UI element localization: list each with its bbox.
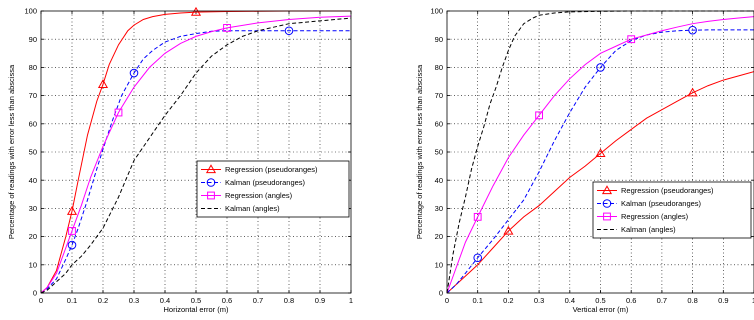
chart-panel-vertical: 00.10.20.30.40.50.60.70.80.9101020304050… [415, 7, 754, 314]
legend-marker-0 [205, 164, 217, 174]
series-marker-0 [190, 6, 202, 16]
legend-marker-1 [206, 178, 216, 187]
y-tick-label: 30 [29, 204, 37, 213]
series-marker-0 [97, 79, 109, 88]
legend-label-1: Kalman (pseudoranges) [225, 178, 306, 187]
axes-box [446, 10, 754, 294]
series-line-0 [446, 71, 754, 294]
series-marker-0 [503, 225, 514, 235]
series-line-2 [446, 16, 754, 294]
legend-label-3: Kalman (angles) [225, 204, 280, 213]
x-tick-label: 0 [445, 296, 449, 305]
y-axis-label: Percentage of readings with error less t… [7, 64, 16, 239]
series-marker-2 [535, 111, 544, 120]
series-marker-2 [68, 227, 76, 235]
x-tick-label: 0 [39, 296, 43, 305]
x-tick-label: 0.4 [160, 296, 170, 305]
y-tick-label: 50 [29, 148, 37, 157]
series-marker-1 [688, 25, 697, 35]
series-marker-0 [66, 206, 78, 215]
series-marker-2 [473, 212, 482, 221]
x-tick-label: 0.7 [657, 296, 667, 305]
y-tick-label: 60 [435, 119, 443, 128]
x-tick-label: 0.5 [595, 296, 605, 305]
y-tick-label: 30 [435, 204, 443, 213]
legend-label-0: Regression (pseudoranges) [621, 186, 714, 195]
series-marker-2 [627, 35, 636, 44]
x-tick-label: 1 [349, 296, 353, 305]
legend-label-2: Regression (angles) [621, 212, 689, 221]
y-tick-label: 80 [29, 63, 37, 72]
legend-marker-2 [603, 212, 611, 221]
x-tick-label: 0.3 [534, 296, 544, 305]
x-tick-label: 0.2 [503, 296, 513, 305]
series-line-1 [446, 29, 754, 294]
legend-marker-0 [601, 185, 613, 195]
y-tick-label: 20 [435, 232, 443, 241]
y-tick-label: 60 [29, 119, 37, 128]
y-tick-label: 40 [29, 176, 37, 185]
series-marker-1 [473, 253, 483, 263]
series-line-3 [446, 10, 754, 294]
legend: Regression (pseudoranges) Kalman (pseudor… [196, 160, 350, 218]
x-axis-label: Vertical error (m) [573, 305, 629, 314]
y-tick-label: 50 [435, 148, 443, 157]
chart-panel-horizontal: 0 0.1 0.2 0.3 0.4 0.5 0.6 0.7 0.8 0.9 101020304050… [7, 7, 353, 314]
series-marker-0 [595, 148, 606, 158]
legend-marker-1 [602, 199, 612, 208]
legend-label-0: Regression (pseudoranges) [225, 165, 318, 174]
x-tick-label: 0.2 [98, 296, 108, 305]
series-line-0 [40, 10, 351, 294]
x-tick-label: 0.6 [626, 296, 636, 305]
x-tick-label: 0.9 [718, 296, 728, 305]
legend-box [592, 181, 752, 239]
series-marker-1 [67, 240, 77, 250]
x-tick-label: 0.6 [222, 296, 232, 305]
legend: Regression (pseudoranges) Kalman (pseudor… [592, 181, 752, 239]
series-marker-2 [223, 24, 231, 32]
y-tick-label: 10 [435, 260, 443, 269]
y-tick-label: 100 [24, 7, 37, 16]
y-tick-label: 70 [29, 91, 37, 100]
series-marker-1 [596, 63, 605, 72]
series-marker-1 [129, 68, 139, 78]
y-tick-label: 100 [430, 7, 443, 16]
y-tick-label: 90 [435, 35, 443, 44]
x-tick-label: 0.9 [315, 296, 325, 305]
y-tick-label: 10 [29, 260, 37, 269]
y-tick-label: 20 [29, 232, 37, 241]
legend-label-1: Kalman (pseudoranges) [621, 199, 702, 208]
legend-label-2: Regression (angles) [225, 191, 293, 200]
y-tick-label: 0 [439, 289, 443, 298]
x-tick-label: 0.8 [284, 296, 294, 305]
series-line-2 [40, 15, 352, 294]
x-tick-label: 0.5 [191, 296, 201, 305]
x-tick-label: 0.7 [253, 296, 263, 305]
x-tick-label: 1 [752, 296, 754, 305]
y-tick-label: 0 [33, 289, 37, 298]
x-axis-label: Horizontal error (m) [163, 305, 229, 314]
axes-box [40, 10, 352, 294]
series-marker-2 [114, 108, 123, 117]
series-line-1 [40, 30, 351, 294]
legend-box [196, 160, 350, 218]
y-tick-label: 40 [435, 176, 443, 185]
y-tick-label: 80 [435, 63, 443, 72]
x-tick-label: 0.1 [67, 296, 77, 305]
x-tick-label: 0.1 [472, 296, 482, 305]
x-tick-label: 0.4 [565, 296, 575, 305]
series-line-3 [40, 17, 352, 294]
legend-marker-2 [207, 191, 215, 200]
legend-label-3: Kalman (angles) [621, 225, 676, 234]
y-tick-label: 70 [435, 91, 443, 100]
x-tick-label: 0.3 [129, 296, 139, 305]
y-axis-label: Percentage of readings with error less t… [415, 64, 424, 239]
series-marker-1 [284, 26, 294, 36]
x-tick-label: 0.8 [687, 296, 697, 305]
series-marker-0 [687, 87, 698, 97]
y-tick-label: 90 [29, 35, 37, 44]
